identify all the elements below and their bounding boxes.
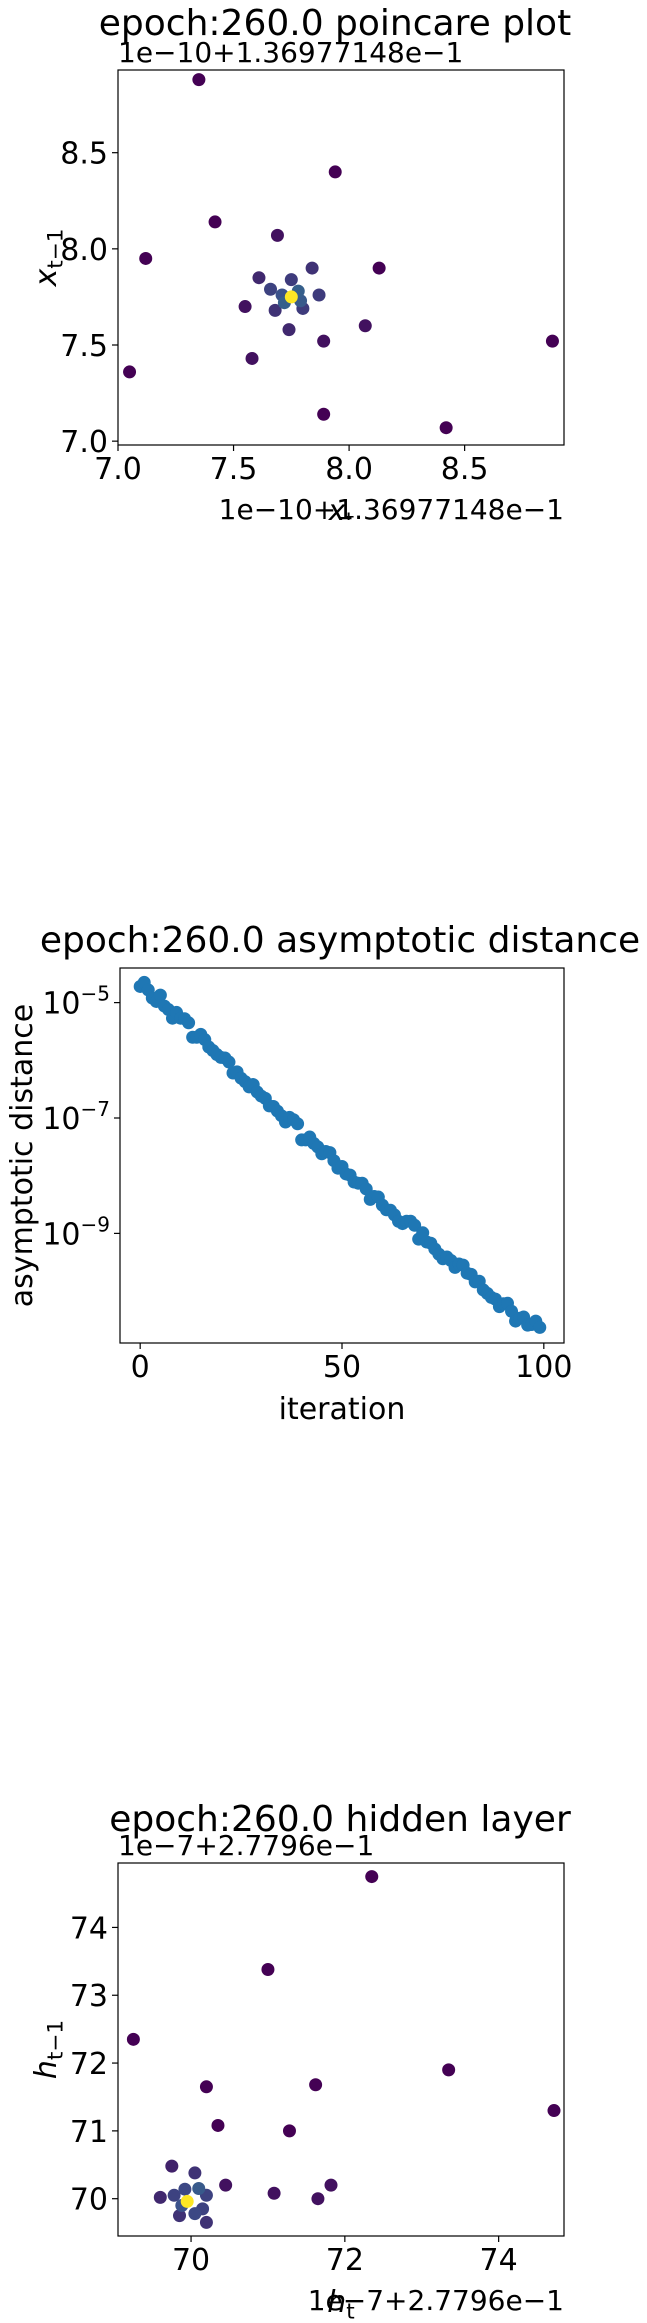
hidden-layer-chart: epoch:260.0 hidden layer 70 72 74 70 71 72 73 74… bbox=[29, 1799, 571, 2323]
y-offset-label: 1e−10+1.36977148e−1 bbox=[118, 36, 463, 69]
data-point bbox=[199, 2215, 213, 2229]
y-axis-label: asymptotic distance bbox=[5, 1004, 40, 1307]
data-point bbox=[208, 215, 222, 229]
data-point bbox=[173, 2209, 187, 2223]
data-point bbox=[153, 2190, 167, 2204]
poincare-plot-chart: epoch:260.0 poincare plot 7.0 7.5 8.0 8.5 7.0… bbox=[29, 3, 571, 520]
data-point bbox=[372, 261, 386, 275]
data-point bbox=[270, 228, 284, 242]
data-point bbox=[291, 1117, 305, 1131]
data-point bbox=[324, 2178, 338, 2192]
data-point bbox=[126, 2032, 140, 2046]
data-point bbox=[545, 334, 559, 348]
plot-area-frame bbox=[117, 69, 565, 446]
x-axis-label: xt bbox=[327, 494, 354, 520]
data-point bbox=[284, 273, 298, 287]
data-point bbox=[252, 271, 266, 285]
data-point bbox=[282, 2124, 296, 2138]
y-tick-label: 10−9 bbox=[42, 1212, 110, 1252]
data-point bbox=[317, 334, 331, 348]
data-point bbox=[199, 2080, 213, 2094]
data-point bbox=[222, 1055, 236, 1069]
asymptotic-distance-panel: epoch:260.0 asymptotic distance 0 50 100 10−… bbox=[0, 900, 647, 1440]
data-point bbox=[282, 323, 296, 337]
data-point bbox=[182, 1016, 196, 1030]
data-point bbox=[267, 2186, 281, 2200]
x-offset-label: 1e−10+1.36977148e−1 bbox=[219, 493, 564, 520]
data-point bbox=[358, 319, 372, 333]
data-point bbox=[365, 1870, 379, 1884]
data-point bbox=[192, 2182, 206, 2196]
data-point bbox=[268, 303, 282, 317]
data-point bbox=[180, 2194, 194, 2208]
data-point bbox=[305, 261, 319, 275]
x-tick-label: 100 bbox=[515, 1350, 572, 1385]
data-point bbox=[211, 2118, 225, 2132]
x-axis-label: ht bbox=[327, 2285, 354, 2323]
data-point bbox=[264, 282, 278, 296]
data-point bbox=[439, 421, 453, 435]
data-point bbox=[178, 2182, 192, 2196]
data-point bbox=[442, 2063, 456, 2077]
data-point bbox=[165, 2159, 179, 2173]
y-tick-label: 73 bbox=[70, 1979, 108, 2014]
y-tick-label: 10−5 bbox=[42, 982, 110, 1022]
data-point bbox=[192, 73, 206, 87]
data-point bbox=[284, 290, 298, 304]
data-point bbox=[188, 2207, 202, 2221]
poincare-plot-panel: epoch:260.0 poincare plot 7.0 7.5 8.0 8.5 7.0… bbox=[0, 0, 647, 520]
data-point bbox=[153, 988, 167, 1002]
x-tick-label: 72 bbox=[326, 2243, 364, 2278]
data-point bbox=[533, 1320, 547, 1334]
chart-title: epoch:260.0 asymptotic distance bbox=[40, 920, 640, 961]
data-point bbox=[188, 2166, 202, 2180]
y-tick-label: 7.5 bbox=[60, 329, 108, 364]
x-axis-label: iteration bbox=[279, 1392, 406, 1427]
data-point bbox=[167, 2188, 181, 2202]
data-point bbox=[238, 300, 252, 314]
chart-title: epoch:260.0 poincare plot bbox=[99, 3, 571, 44]
x-tick-label: 70 bbox=[172, 2243, 210, 2278]
data-point bbox=[311, 2192, 325, 2206]
y-offset-label: 1e−7+2.7796e−1 bbox=[118, 1829, 374, 1862]
y-tick-label: 7.0 bbox=[60, 425, 108, 460]
y-axis-label: xt−1 bbox=[29, 228, 68, 287]
x-offset-label: 1e−7+2.7796e−1 bbox=[308, 2284, 564, 2317]
y-tick-label: 71 bbox=[70, 2115, 108, 2150]
data-point bbox=[317, 407, 331, 421]
x-tick-label: 0 bbox=[131, 1350, 150, 1385]
x-tick-label: 7.0 bbox=[94, 452, 142, 487]
data-point bbox=[309, 2078, 323, 2092]
y-tick-label: 70 bbox=[70, 2183, 108, 2218]
data-point bbox=[328, 165, 342, 179]
x-tick-label: 8.0 bbox=[325, 452, 373, 487]
hidden-layer-panel: epoch:260.0 hidden layer 70 72 74 70 71 72 73 74… bbox=[0, 1790, 647, 2323]
x-tick-label: 8.5 bbox=[441, 452, 489, 487]
y-tick-label: 8.5 bbox=[60, 137, 108, 172]
data-point bbox=[547, 2104, 561, 2118]
plot-area-frame bbox=[117, 1862, 565, 2237]
data-point bbox=[312, 288, 326, 302]
x-tick-label: 50 bbox=[323, 1350, 361, 1385]
x-tick-label: 7.5 bbox=[210, 452, 258, 487]
y-tick-label: 74 bbox=[70, 1911, 108, 1946]
data-point bbox=[139, 251, 153, 265]
data-point bbox=[219, 2178, 233, 2192]
asymptotic-distance-chart: epoch:260.0 asymptotic distance 0 50 100 10−… bbox=[5, 920, 640, 1427]
data-point bbox=[245, 351, 259, 365]
data-point bbox=[261, 1962, 275, 1976]
x-tick-label: 74 bbox=[480, 2243, 518, 2278]
data-point bbox=[123, 365, 137, 379]
y-tick-label: 10−7 bbox=[42, 1097, 110, 1137]
y-tick-label: 8.0 bbox=[60, 233, 108, 268]
y-axis-label: ht−1 bbox=[29, 2020, 68, 2079]
y-tick-label: 72 bbox=[70, 2047, 108, 2082]
chart-title: epoch:260.0 hidden layer bbox=[109, 1799, 571, 1840]
